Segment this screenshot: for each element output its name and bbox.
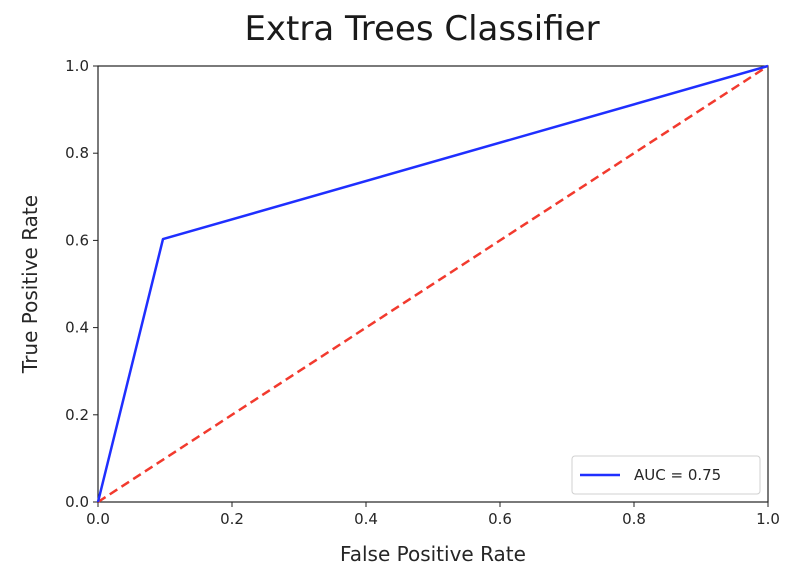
x-tick-label: 0.8 — [622, 510, 646, 528]
y-tick-label: 0.2 — [65, 406, 89, 424]
legend-entry-label: AUC = 0.75 — [634, 466, 721, 484]
plot-area — [97, 65, 769, 503]
chart-title: Extra Trees Classifier — [244, 9, 599, 49]
x-axis-label: False Positive Rate — [340, 542, 526, 566]
plot-frame — [97, 65, 769, 503]
y-tick-label: 0.0 — [65, 493, 89, 511]
x-tick-label: 0.2 — [220, 510, 244, 528]
y-tick-label: 1.0 — [65, 57, 89, 75]
chance-diagonal-line — [97, 64, 769, 504]
x-tick-label: 0.0 — [86, 510, 110, 528]
x-tick-label: 0.6 — [488, 510, 512, 528]
y-axis-ticks: 0.0 0.2 0.4 0.6 0.8 1.0 — [65, 57, 98, 511]
y-axis-label: True Positive Rate — [18, 195, 42, 374]
x-axis-ticks: 0.0 0.2 0.4 0.6 0.8 1.0 — [86, 502, 780, 528]
x-tick-label: 1.0 — [756, 510, 780, 528]
y-tick-label: 0.8 — [65, 144, 89, 162]
y-tick-label: 0.6 — [65, 231, 89, 249]
roc-curve-line — [96, 64, 769, 503]
legend-box — [571, 455, 761, 495]
y-tick-label: 0.4 — [65, 319, 89, 337]
series-layer — [96, 64, 769, 504]
legend: AUC = 0.75 — [571, 455, 761, 495]
x-tick-label: 0.4 — [354, 510, 378, 528]
